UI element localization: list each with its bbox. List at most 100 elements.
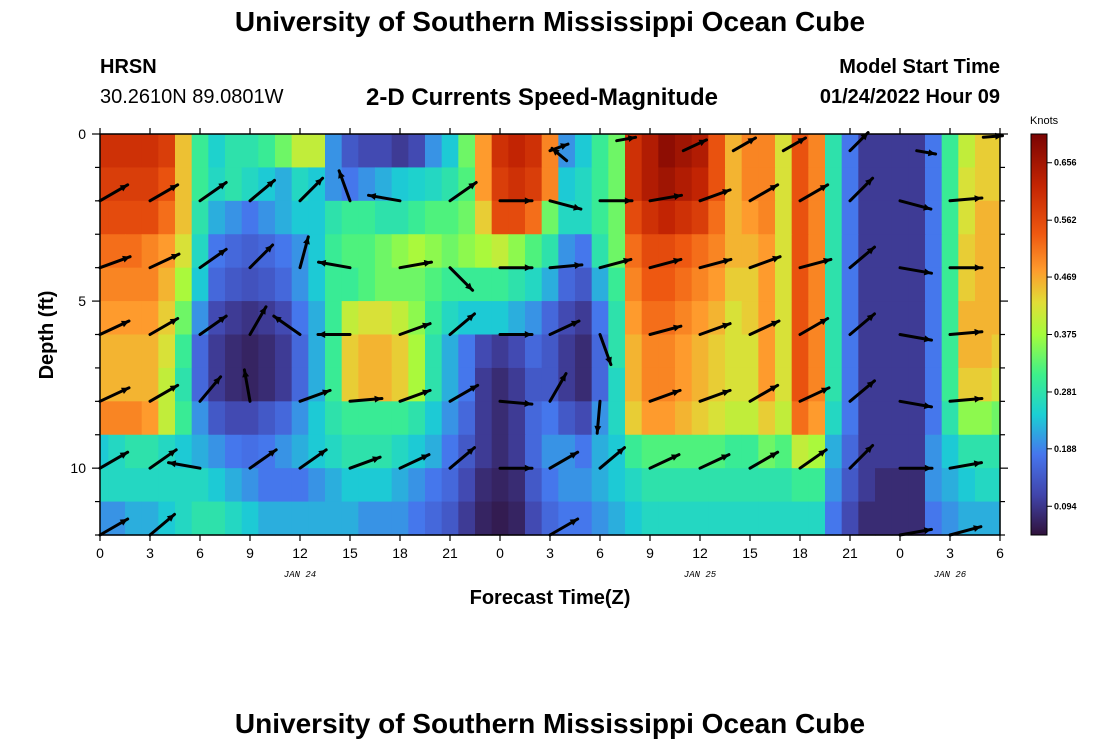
x-tick-label: 9 [246, 545, 254, 561]
heatmap-cell [875, 468, 893, 503]
heatmap-cell [308, 134, 326, 169]
heatmap-cell [225, 267, 243, 302]
vector-head [616, 447, 625, 455]
heatmap-cell [741, 234, 759, 269]
heatmap-cell [258, 134, 276, 169]
vector-head [769, 452, 778, 459]
heatmap-cell [691, 301, 709, 336]
heatmap-cell [758, 167, 776, 202]
heatmap-cell [475, 134, 493, 169]
heatmap-cell [691, 367, 709, 402]
colorbar-tick-label: 0.094 [1054, 501, 1077, 511]
heatmap-cell [325, 167, 343, 202]
heatmap-cell [975, 334, 993, 369]
current-vector [248, 178, 276, 203]
heatmap-cell [100, 334, 109, 369]
heatmap-cell [241, 301, 259, 336]
heatmap-cell [825, 267, 843, 302]
heatmap-cell [100, 234, 109, 269]
vector-head [469, 385, 478, 392]
current-vector [548, 319, 581, 336]
heatmap-cell [858, 301, 876, 336]
current-vector [498, 264, 534, 272]
current-vector [448, 312, 476, 336]
heatmap-cell [175, 501, 193, 536]
heatmap-cell [708, 334, 726, 369]
heatmap-cell [241, 501, 259, 536]
vector-head [818, 449, 827, 457]
heatmap-cell [325, 301, 343, 336]
heatmap-cell [525, 401, 543, 436]
heatmap-cell [791, 501, 809, 536]
heatmap-cell [208, 367, 226, 402]
heatmap-cell [691, 401, 709, 436]
heatmap-cell [891, 267, 909, 302]
current-vector [848, 245, 876, 270]
heatmap-cell [225, 501, 243, 536]
heatmap-cell [100, 434, 109, 469]
heatmap-cell [841, 167, 859, 202]
heatmap-cell [325, 134, 343, 169]
heatmap-cell [391, 267, 409, 302]
heatmap-cell [625, 367, 643, 402]
x-tick-label: 18 [792, 545, 808, 561]
heatmap-cell [108, 200, 126, 235]
heatmap-cell [941, 234, 959, 269]
heatmap-cell [591, 200, 609, 235]
heatmap-cell [925, 267, 943, 302]
heatmap-cell [858, 267, 876, 302]
current-vector [272, 314, 302, 336]
heatmap-cell [108, 434, 126, 469]
heatmap-cell [958, 468, 976, 503]
current-vector [548, 517, 580, 537]
heatmap-cell [991, 501, 1001, 536]
vector-head [698, 139, 707, 147]
heatmap-cell [708, 267, 726, 302]
vector-head [372, 456, 381, 463]
vector-head [974, 264, 982, 272]
heatmap-cell [941, 401, 959, 436]
heatmap-cell [791, 200, 809, 235]
heatmap-cells [100, 134, 1001, 536]
heatmap-cell [191, 434, 209, 469]
heatmap-cell [475, 501, 493, 536]
vector-head [923, 402, 932, 410]
x-tick-label: 0 [896, 545, 904, 561]
vector-head [673, 257, 681, 265]
heatmap-cell [241, 401, 259, 436]
heatmap-cell [575, 401, 593, 436]
heatmap-cell [775, 334, 793, 369]
heatmap-cell [708, 401, 726, 436]
heatmap-cell [175, 167, 193, 202]
heatmap-cell [691, 200, 709, 235]
current-vector [648, 388, 682, 403]
heatmap-cell [408, 234, 426, 269]
heatmap-cell [725, 501, 743, 536]
heatmap-cell [475, 200, 493, 235]
heatmap-cell [108, 134, 126, 169]
heatmap-cell [308, 301, 326, 336]
heatmap-cell [641, 267, 659, 302]
current-vector [698, 388, 732, 403]
heatmap-cell [508, 301, 526, 336]
heatmap-cell [391, 401, 409, 436]
heatmap-cell [791, 367, 809, 402]
current-vector [798, 386, 831, 403]
heatmap-cell [558, 200, 576, 235]
heatmap-cell [875, 234, 893, 269]
heatmap-cell [541, 401, 559, 436]
heatmap-cell [925, 334, 943, 369]
heatmap-cell [608, 234, 626, 269]
heatmap-cell [608, 301, 626, 336]
heatmap-cell [375, 234, 393, 269]
heatmap-cell [191, 468, 209, 503]
heatmap-cell [808, 301, 826, 336]
heatmap-cell [791, 234, 809, 269]
current-vector [598, 333, 613, 367]
heatmap-cell [675, 200, 693, 235]
heatmap-cell [758, 434, 776, 469]
heatmap-cell [491, 234, 509, 269]
heatmap-cell [208, 334, 226, 369]
heatmap-cell [908, 334, 926, 369]
heatmap-cell [275, 334, 293, 369]
